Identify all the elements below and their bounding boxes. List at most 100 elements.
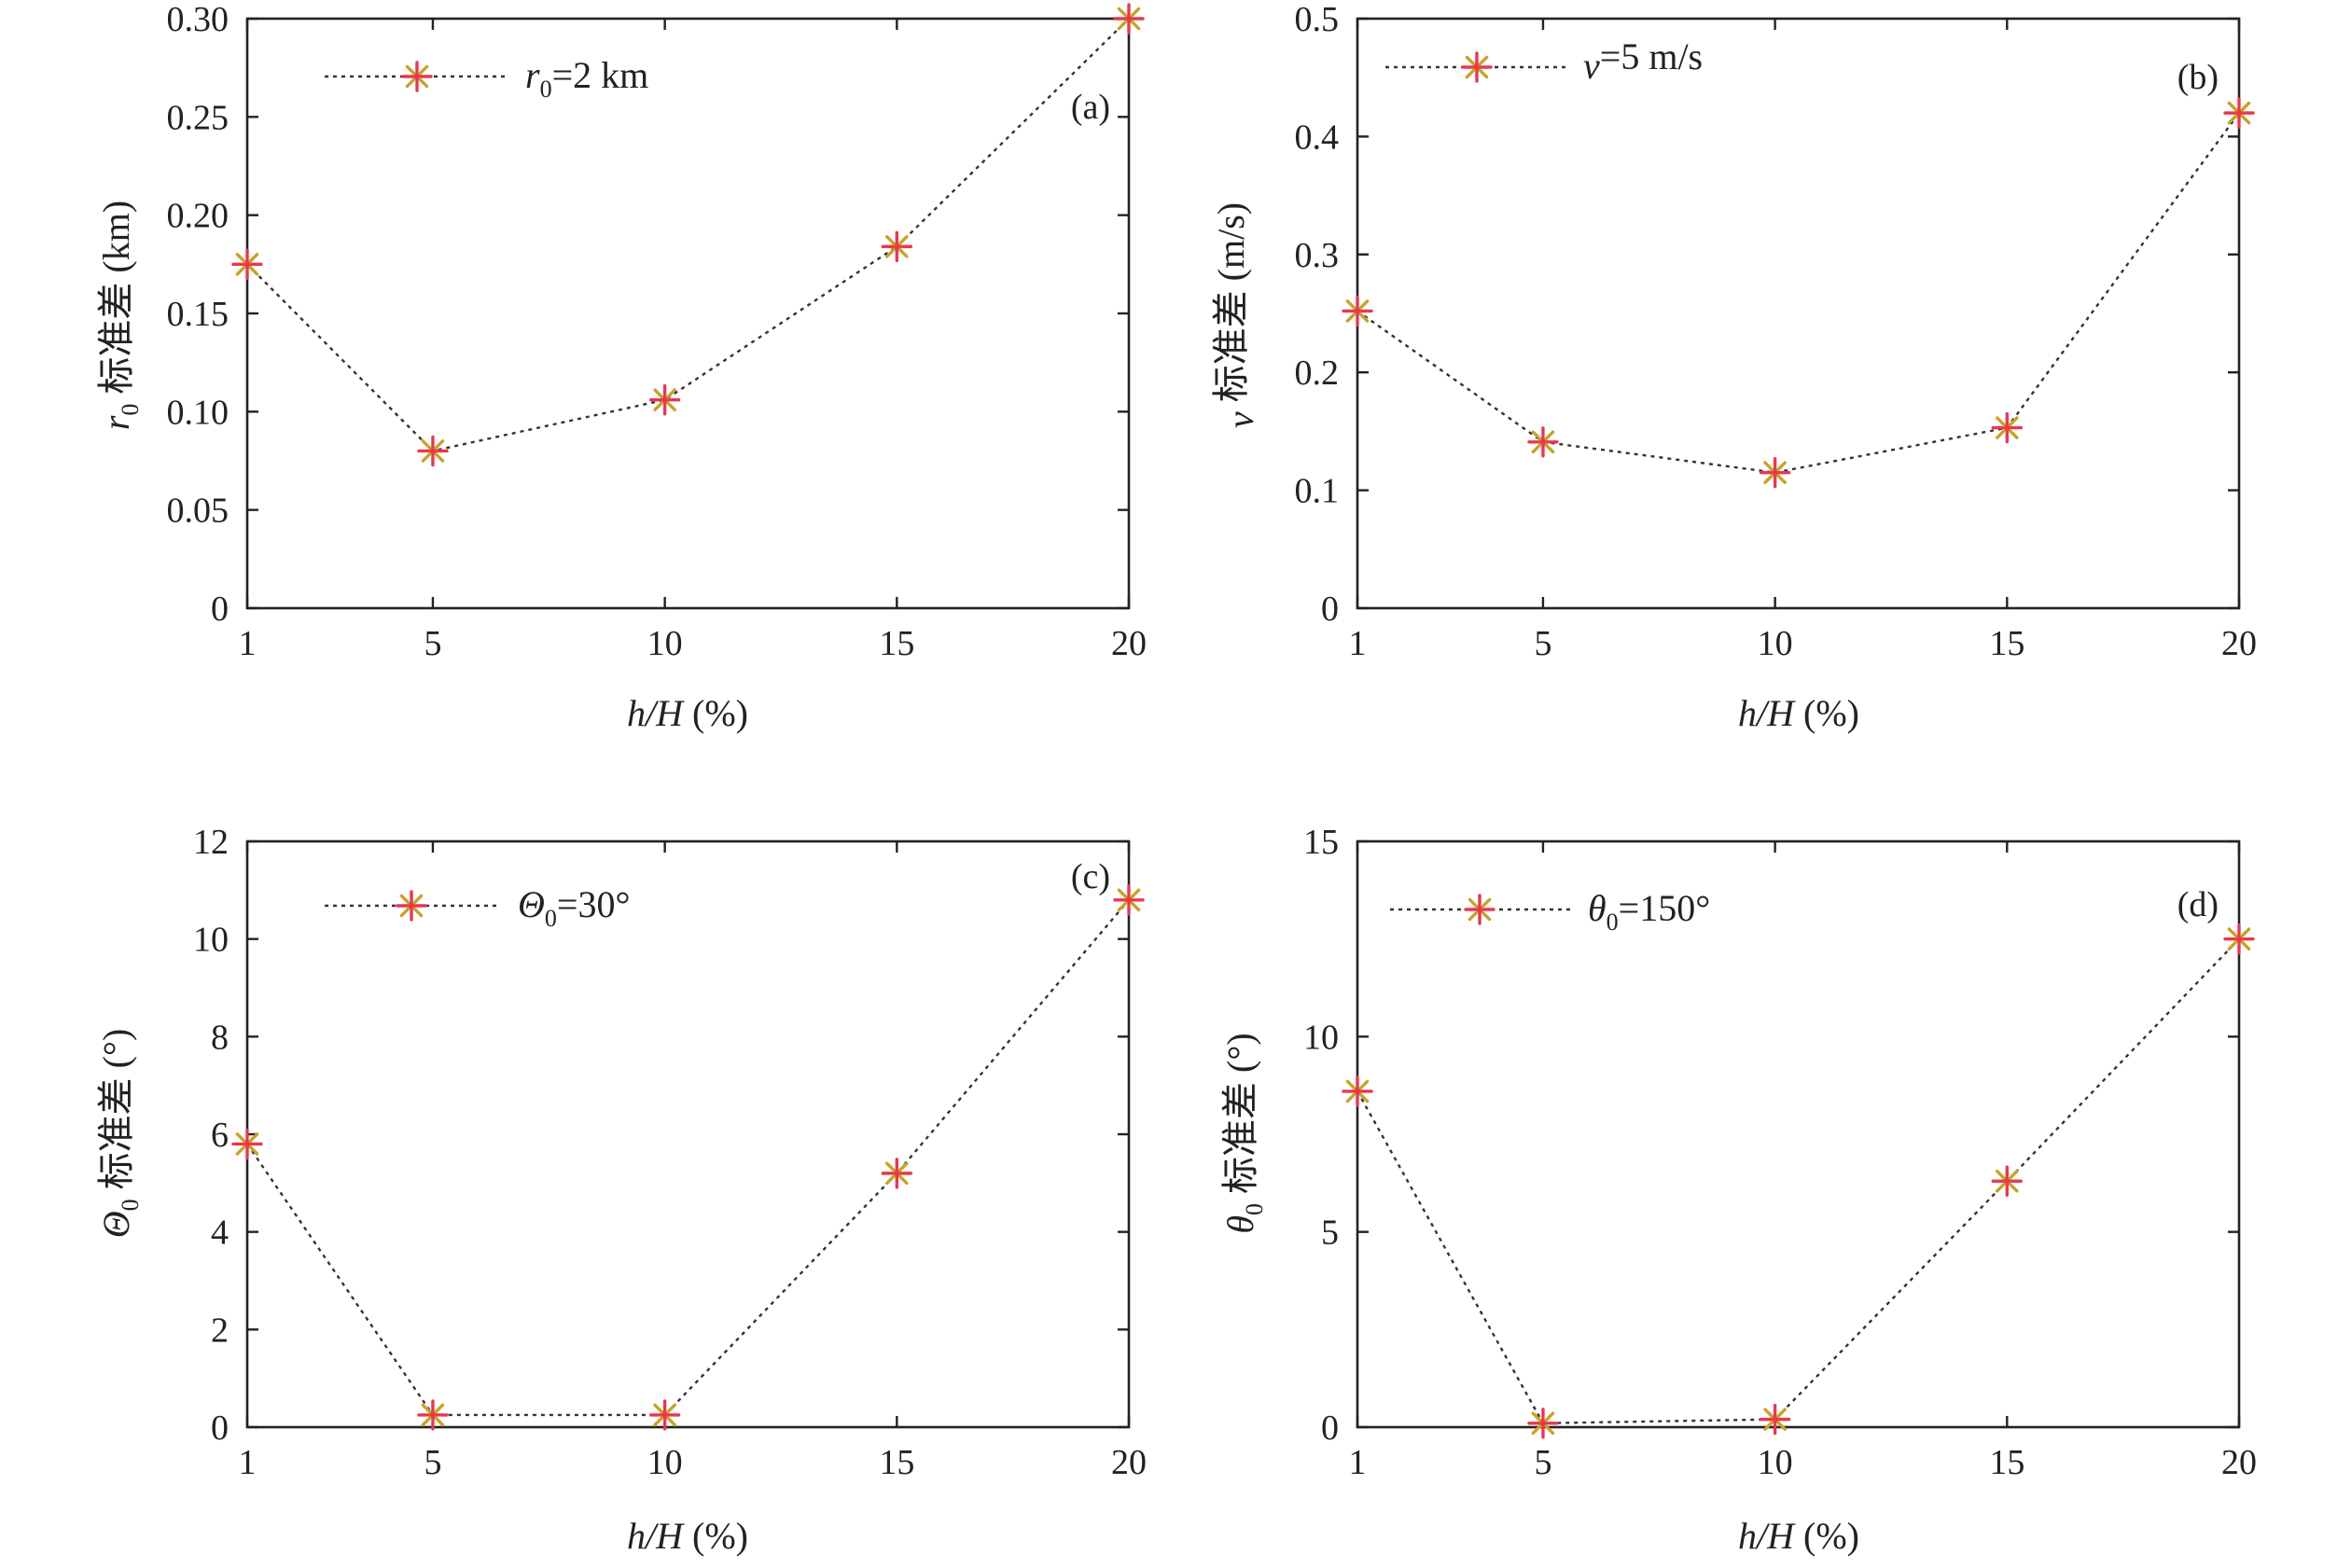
panel-b-tag: (b) [2177,58,2219,97]
data-point [881,230,913,263]
y-tick-label: 0.1 [1295,472,1340,511]
y-tick-label: 0.3 [1295,236,1340,275]
panel-d-tag: (d) [2177,885,2219,924]
x-tick-label: 1 [1349,1443,1367,1482]
y-tick-label: 15 [1303,823,1339,862]
panel-b-marks: 00.10.20.30.40.51 5 10 15 20 [1295,0,2258,663]
y-tick-label: 10 [1303,1018,1339,1057]
x-tick-label: 1 [239,624,257,663]
legend-marker-glyph [396,890,427,922]
data-point [1991,1165,2024,1197]
data-point [1342,1075,1373,1107]
data-point [1759,456,1791,489]
y-tick-label: 10 [193,921,229,960]
panel-a-legend-label: r0=2 km [525,54,648,103]
panel-d-legend-marker [1464,894,1495,925]
y-tick-label: 8 [211,1018,229,1057]
x-tick-label: 15 [879,1443,914,1482]
x-tick-label: 15 [1989,624,2024,663]
panel-b-legend-marker [1461,51,1493,83]
legend-marker-glyph [1461,51,1493,83]
data-point [648,383,681,416]
data-point [1342,295,1373,327]
y-tick-label: 12 [193,823,229,862]
panel-b-legend: v=5 m/s [1385,35,1703,87]
data-point [648,1399,681,1431]
x-tick-label: 5 [1534,1443,1551,1482]
plot-frame [245,17,1131,610]
panel-b: 00.10.20.30.40.51 5 10 15 20 (b) h/H (%) v 标… [1210,0,2257,734]
panel-c-legend: Θ0=30° [325,883,630,932]
y-tick-label: 0 [211,590,229,629]
data-point [231,248,263,281]
panel-d-legend-label: θ0=150° [1588,887,1710,936]
y-tick-label: 0 [1321,1408,1339,1448]
panel-d-legend: θ0=150° [1390,887,1710,936]
panel-a-legend-marker [401,61,433,92]
panel-d-ylabel: θ0 标准差 (°) [1219,1033,1268,1233]
data-point [2223,923,2255,955]
legend-marker-glyph [1464,894,1495,925]
data-point [1113,884,1145,916]
x-tick-label: 10 [1758,624,1793,663]
x-tick-label: 10 [1758,1443,1793,1482]
data-point [881,1158,913,1189]
y-tick-label: 0 [1321,590,1339,629]
y-tick-label: 0.5 [1295,0,1340,39]
plot-frame [1356,840,2241,1429]
x-tick-label: 1 [1349,624,1367,663]
y-tick-label: 4 [211,1214,229,1253]
panel-c-legend-marker [396,890,427,922]
data-point [1991,411,2024,444]
y-tick-label: 0 [211,1408,229,1448]
y-tick-label: 0.4 [1295,118,1340,157]
series-line [246,899,1130,1417]
y-tick-label: 0.2 [1295,354,1340,393]
y-tick-label: 0.25 [167,98,230,137]
panel-b-ylabel: v 标准差 (m/s) [1210,202,1261,428]
panel-b-legend-label: v=5 m/s [1583,35,1703,87]
data-point [1113,3,1145,35]
panel-c-tag: (c) [1071,857,1110,896]
panel-a: 00.050.100.150.200.250.301 5 10 15 20 (a) h/… [95,0,1147,734]
plot-frame [245,840,1131,1429]
panel-d-xlabel: h/H (%) [1738,1515,1859,1557]
series-line [246,18,1130,452]
y-tick-label: 0.10 [167,393,230,432]
x-tick-label: 15 [879,624,914,663]
data-point [2223,97,2255,129]
data-point [417,435,449,467]
x-tick-label: 20 [2221,624,2257,663]
y-tick-label: 0.05 [167,492,230,531]
data-point [1527,1408,1559,1439]
data-point [417,1399,449,1431]
x-tick-label: 20 [2221,1443,2257,1482]
plot-frame [1356,17,2241,610]
y-tick-label: 5 [1321,1214,1339,1253]
panel-a-legend: r0=2 km [325,54,648,103]
panel-a-tag: (a) [1071,88,1110,127]
x-tick-label: 20 [1111,624,1147,663]
x-tick-label: 1 [239,1443,257,1482]
panel-b-xlabel: h/H (%) [1738,692,1859,734]
y-tick-label: 6 [211,1116,229,1155]
x-tick-label: 15 [1989,1443,2024,1482]
series-line [1356,112,2240,474]
x-tick-label: 5 [424,624,441,663]
panel-a-ylabel: r0 标准差 (km) [95,201,144,430]
x-tick-label: 10 [647,624,683,663]
y-tick-label: 2 [211,1311,229,1350]
data-point [1527,426,1559,458]
data-point [231,1128,263,1160]
y-tick-label: 0.20 [167,197,230,236]
panel-a-xlabel: h/H (%) [627,692,748,734]
data-point [1759,1403,1791,1436]
panel-c-ylabel: Θ0 标准差 (°) [95,1029,144,1239]
legend-marker-glyph [401,61,433,92]
series-line [1356,937,2240,1425]
